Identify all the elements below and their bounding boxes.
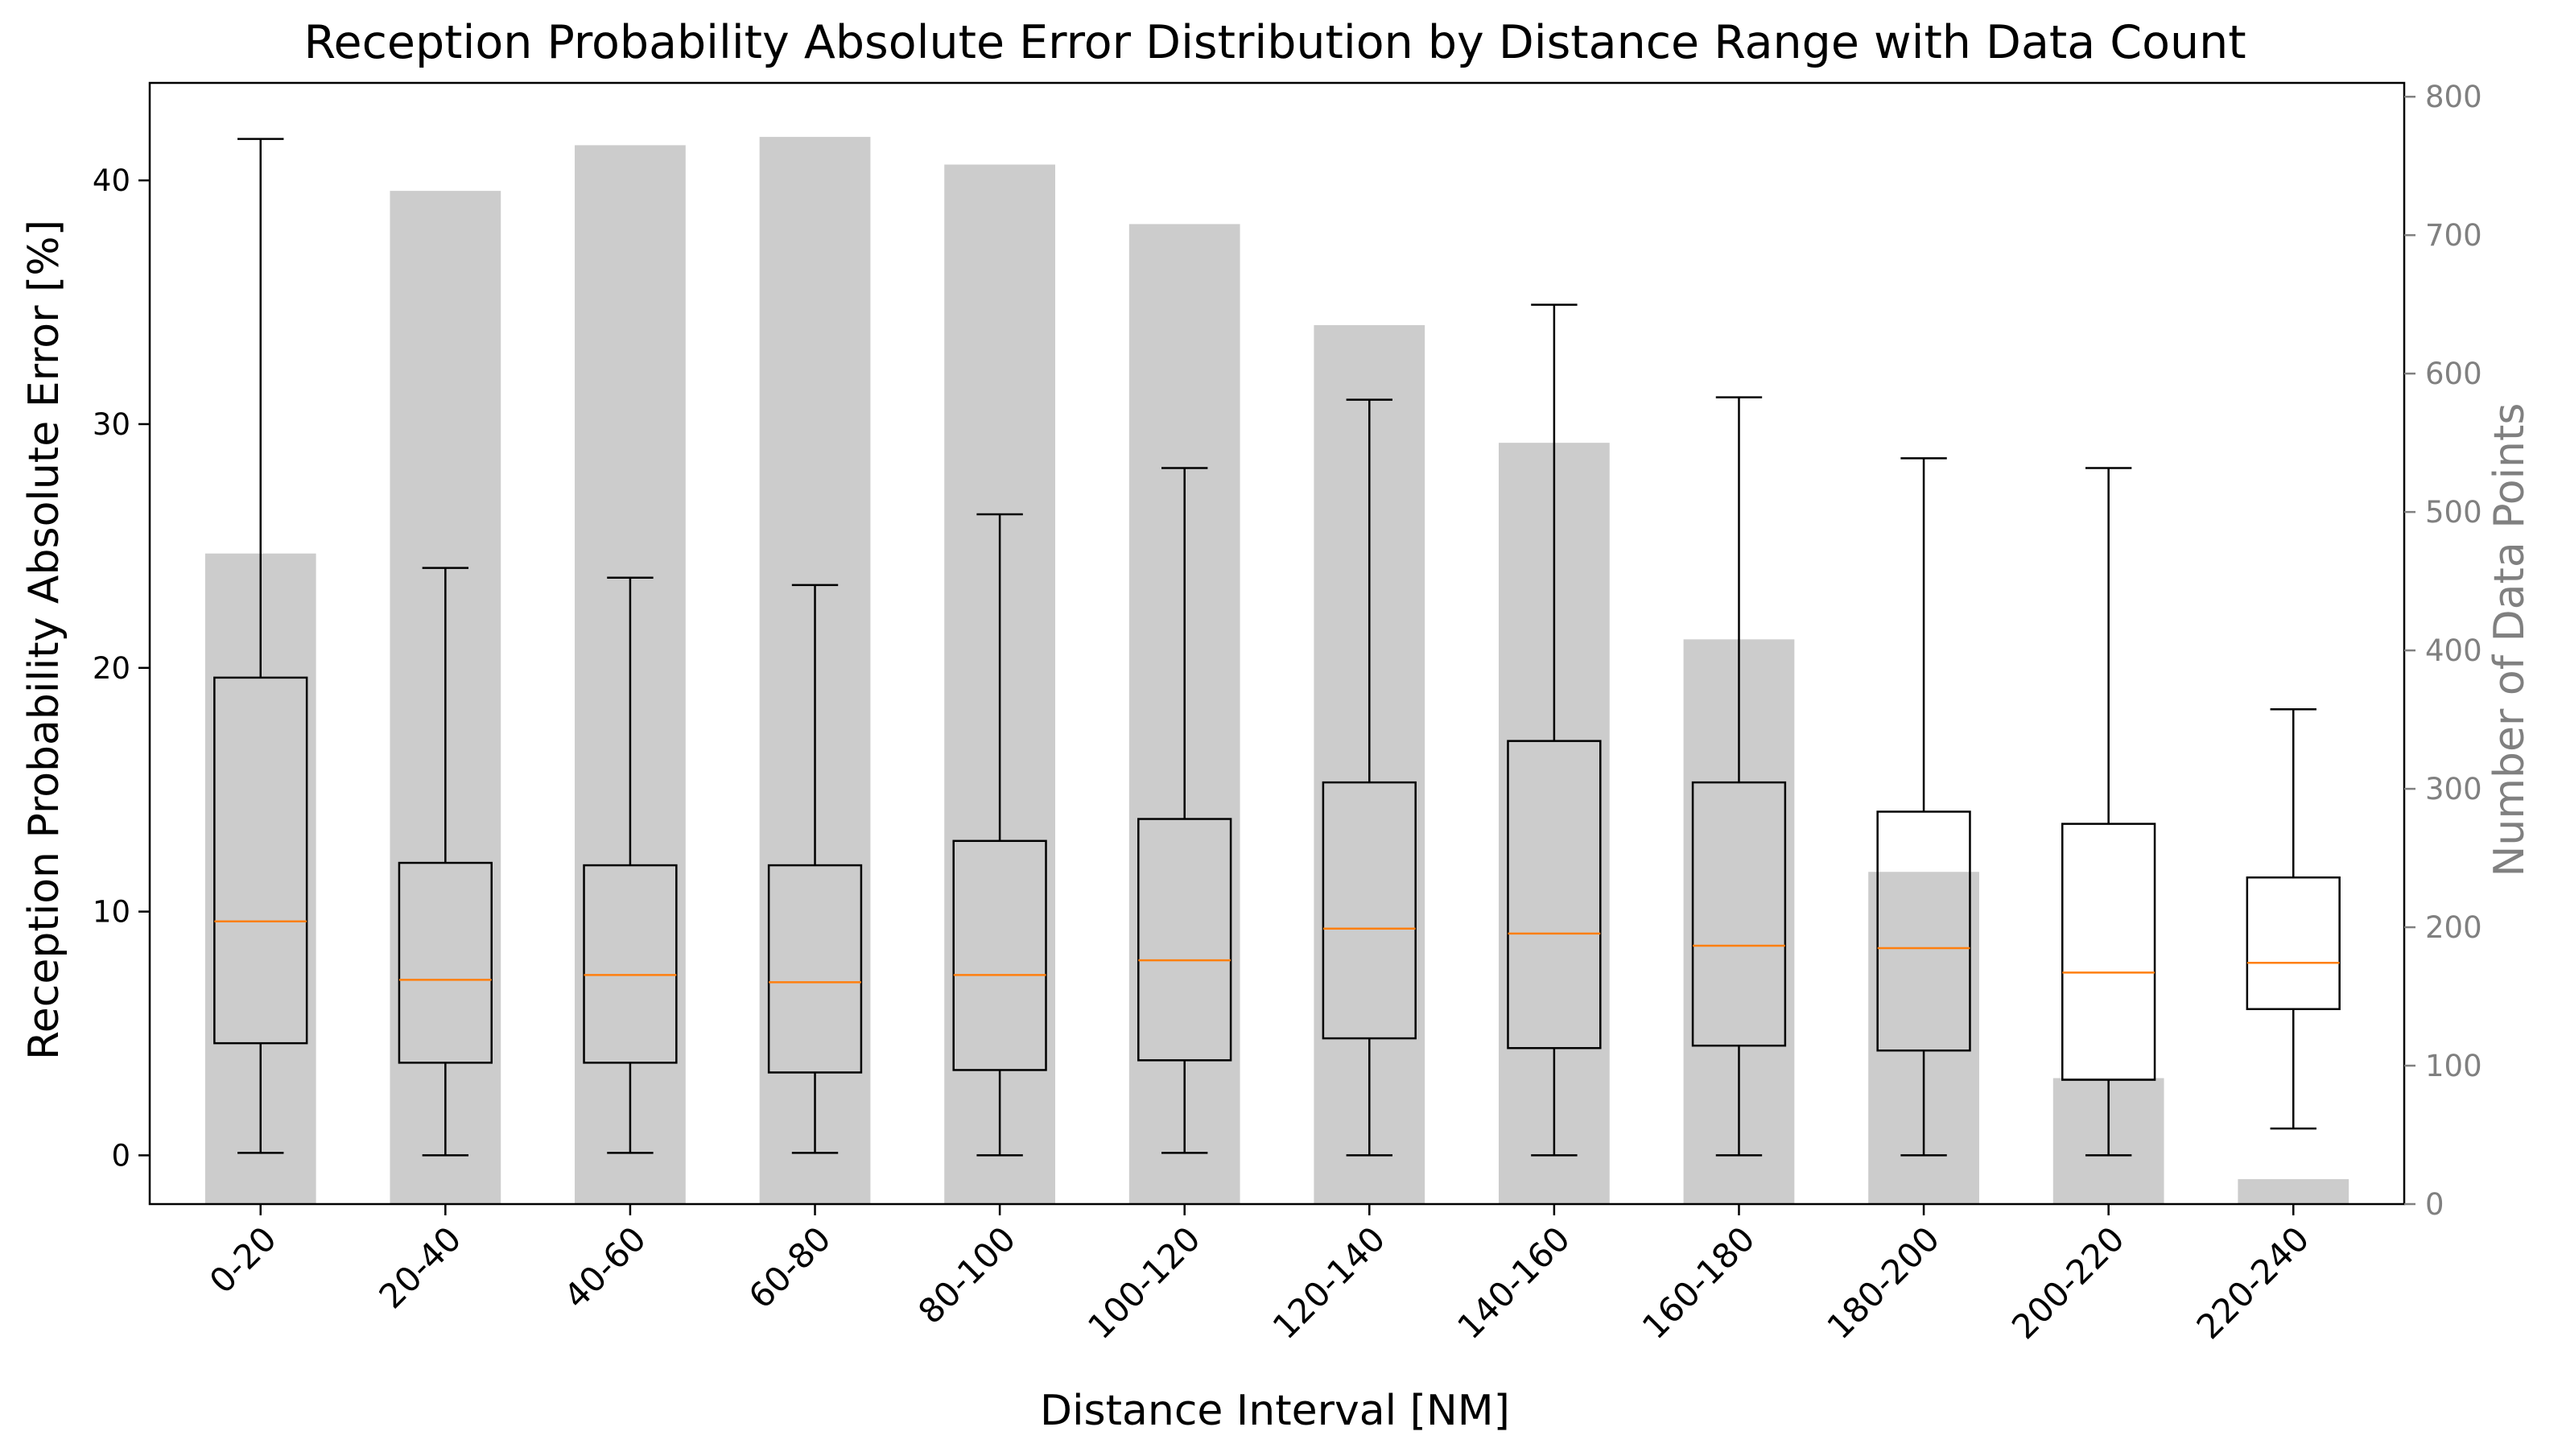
x-axis-label: Distance Interval [NM] [1040,1387,1510,1435]
left-tick-label: 0 [111,1138,130,1173]
boxplots [213,138,2341,1157]
box-iqr [1691,781,1787,1047]
boxplot-20-40 [398,567,493,1157]
right-tick-label: 700 [2425,218,2482,253]
box-iqr [767,864,863,1074]
left-y-axis: 0 10 20 30 40 [93,163,150,1173]
left-tick-label: 20 [93,651,130,686]
boxplot-60-80 [767,584,863,1154]
box-iqr [398,861,493,1064]
box-iqr [2061,823,2156,1081]
left-tick-label: 10 [93,895,130,930]
left-tick-label: 40 [93,163,130,198]
box-iqr [2246,876,2341,1010]
boxplot-120-140 [1322,398,1417,1157]
boxplot-0-20 [213,138,308,1154]
box-iqr [952,839,1047,1071]
box-iqr [213,676,308,1045]
left-tick-label: 30 [93,407,130,442]
box-iqr [583,864,678,1064]
right-y-axis-label: Number of Data Points [2486,403,2534,877]
box-iqr [1876,810,1971,1052]
right-tick-label: 300 [2425,772,2482,806]
right-tick-label: 400 [2425,633,2482,668]
right-tick-label: 100 [2425,1049,2482,1083]
right-tick-label: 200 [2425,910,2482,945]
count-bar-220-240 [2238,1179,2349,1204]
right-tick-label: 0 [2425,1187,2444,1222]
box-iqr [1322,781,1417,1040]
right-tick-label: 800 [2425,80,2482,114]
boxplot-160-180 [1691,396,1787,1157]
boxplot-100-120 [1137,467,1232,1154]
chart-title: Reception Probability Absolute Error Dis… [303,16,2246,69]
box-iqr [1137,818,1232,1062]
plot-frame [148,81,2406,1206]
boxplot-140-160 [1507,303,1602,1157]
right-tick-label: 600 [2425,357,2482,391]
right-y-axis: 0 100 200 300 400 500 600 700 800 [2404,80,2482,1222]
boxplot-40-60 [583,576,678,1154]
boxplot-200-220 [2061,467,2156,1157]
boxplot-180-200 [1876,457,1971,1157]
right-tick-label: 500 [2425,495,2482,530]
boxplot-80-100 [952,513,1047,1157]
left-y-axis-label: Reception Probability Absolute Error [%] [20,220,68,1060]
boxplot-220-240 [2246,708,2341,1130]
box-iqr [1507,740,1602,1050]
